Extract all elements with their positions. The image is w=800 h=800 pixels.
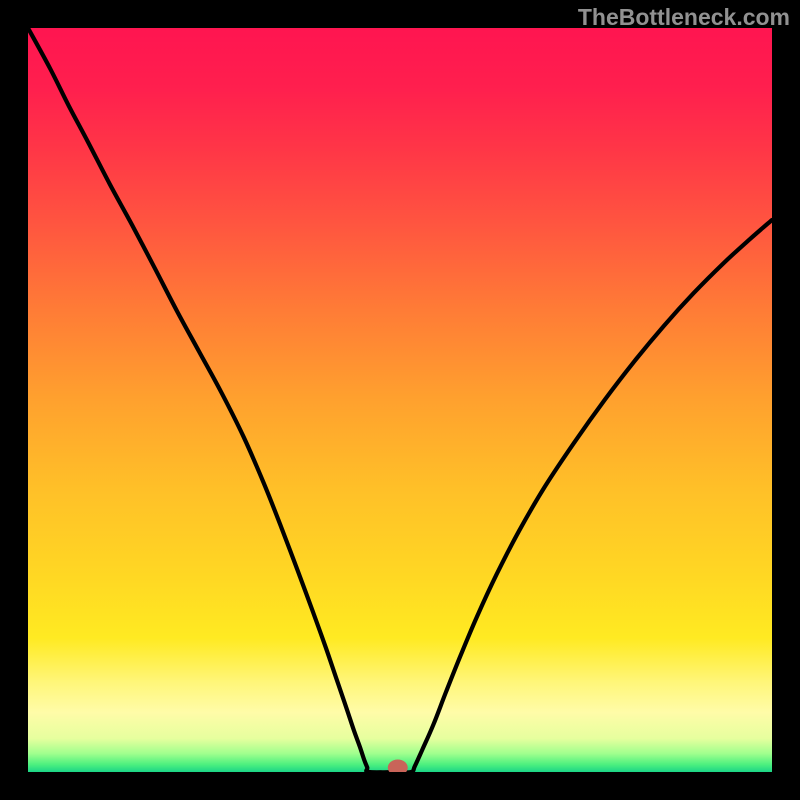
bottleneck-chart: TheBottleneck.com — [0, 0, 800, 800]
chart-svg — [0, 0, 800, 800]
watermark-text: TheBottleneck.com — [578, 4, 790, 31]
